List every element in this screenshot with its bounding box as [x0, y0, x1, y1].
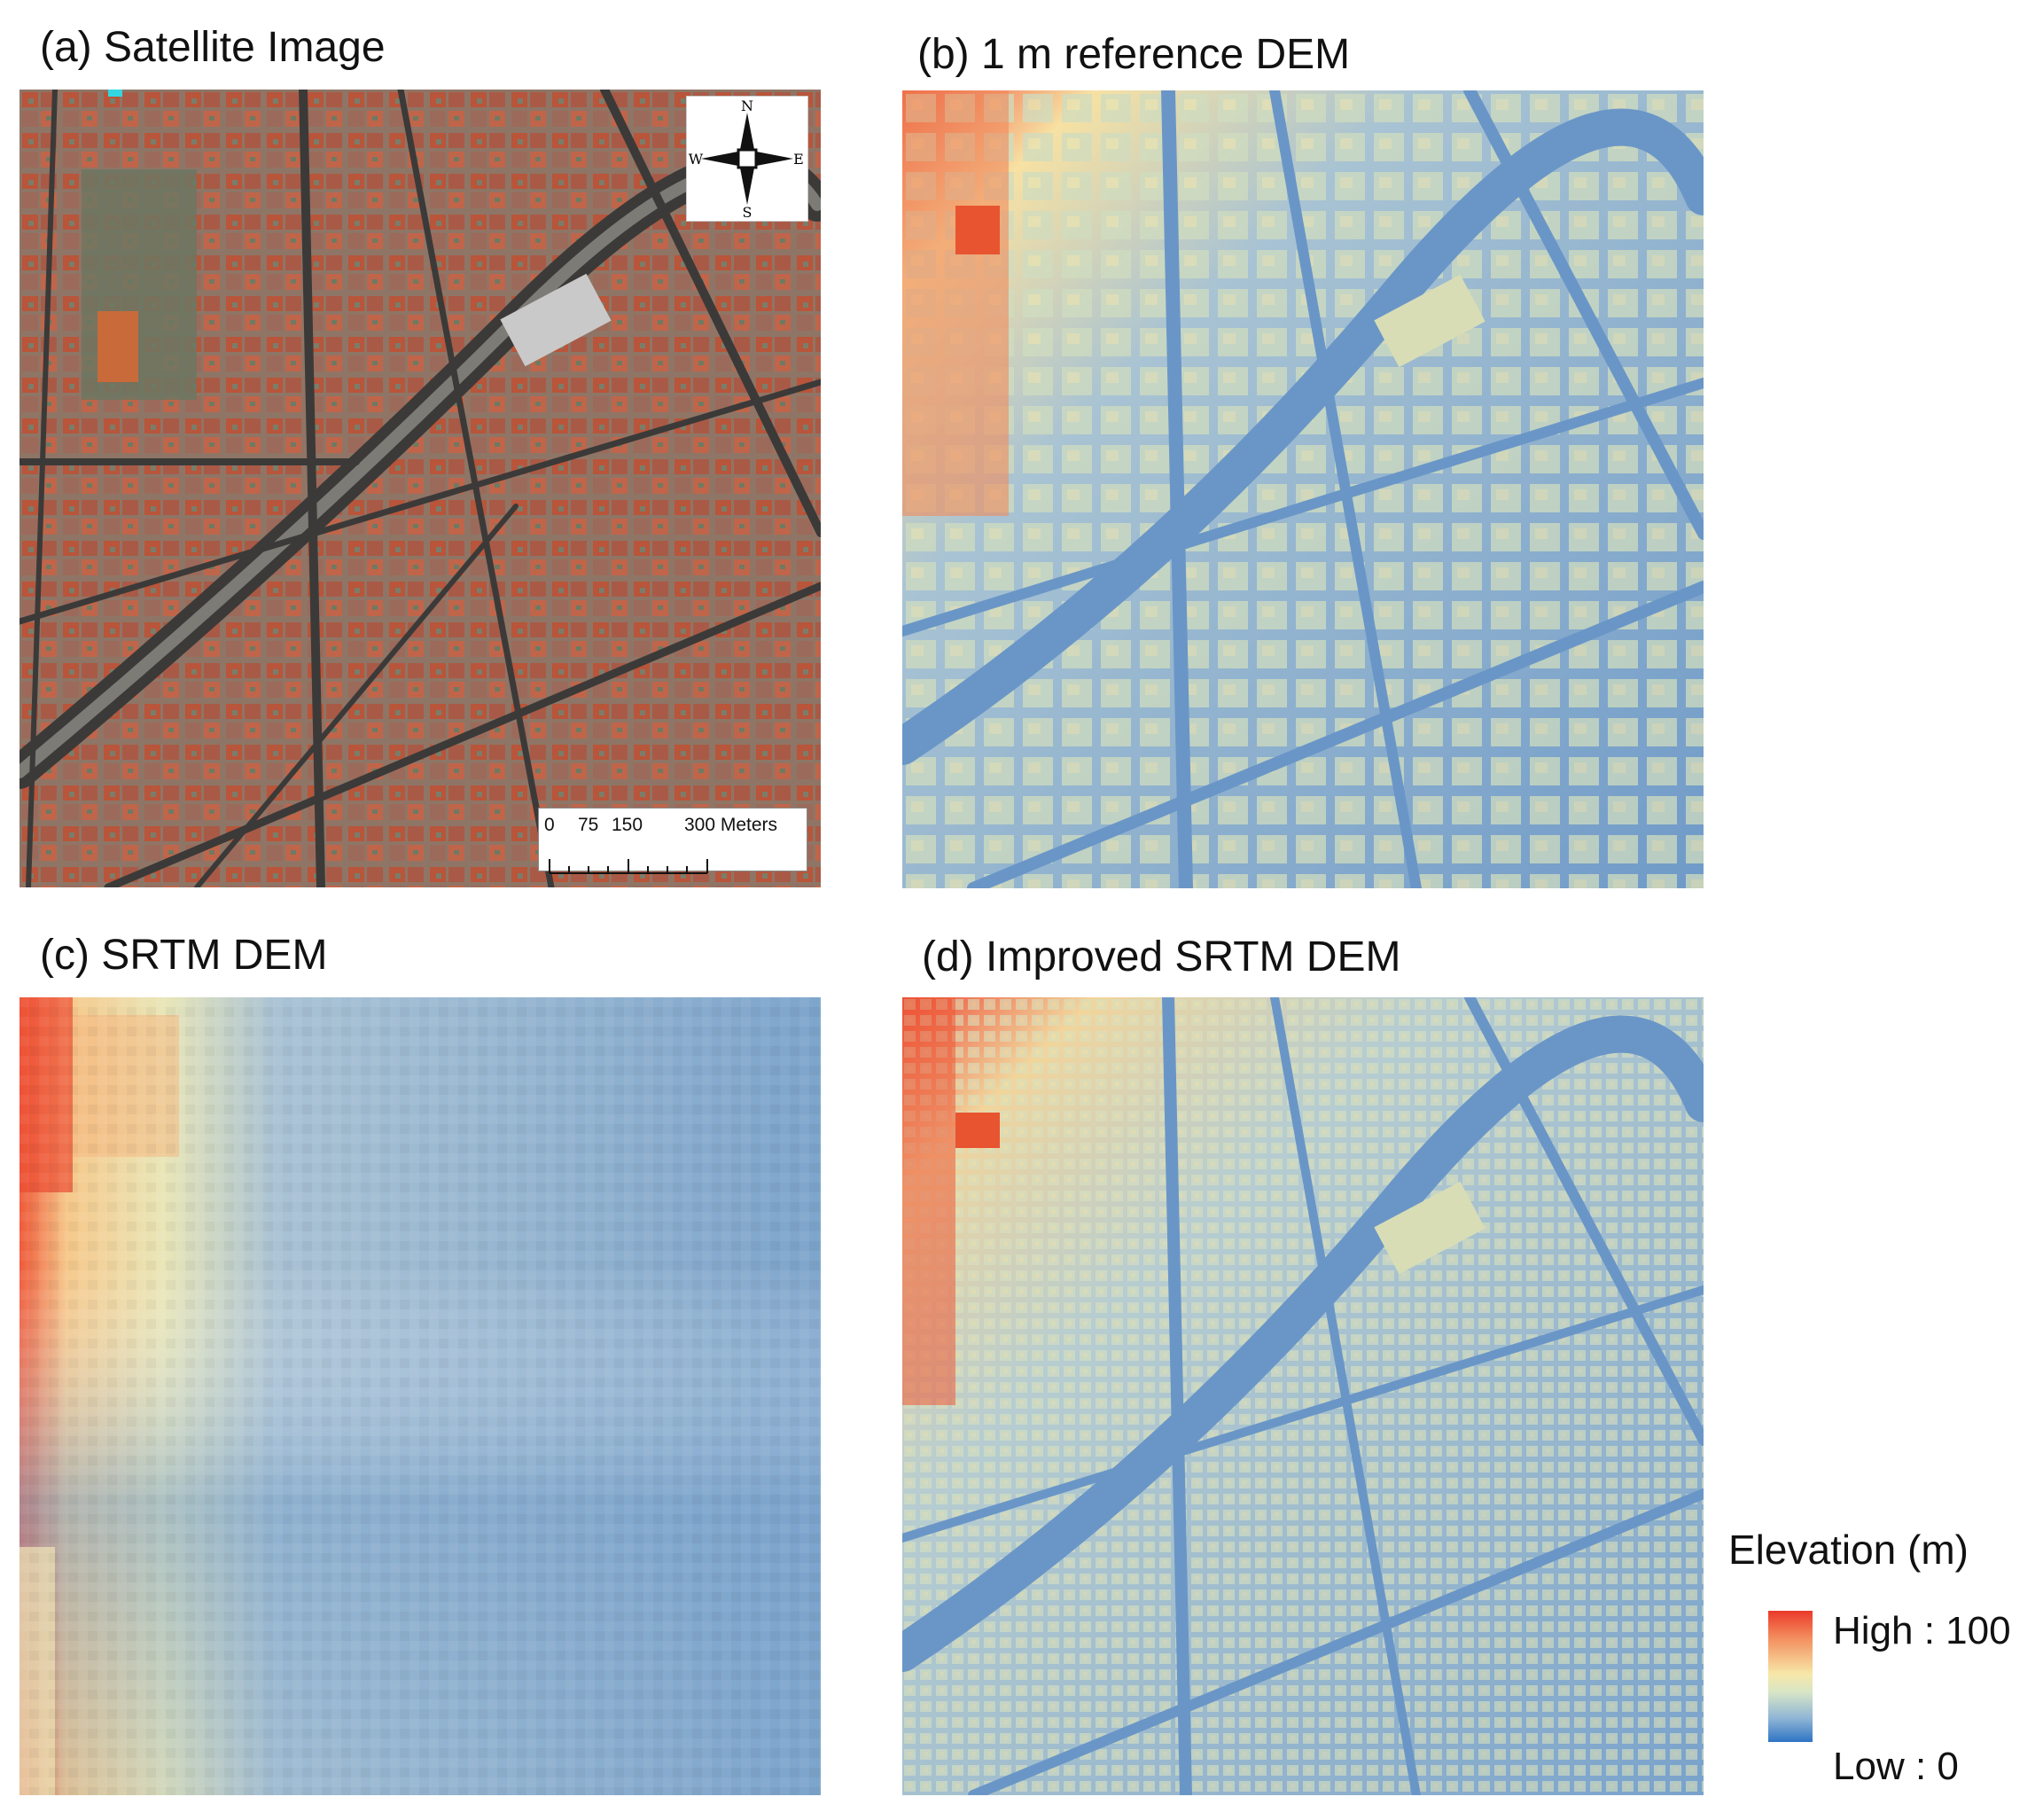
legend-title: Elevation (m) [1728, 1527, 1969, 1573]
compass-e: E [793, 151, 804, 168]
panel-c-title: (c) SRTM DEM [40, 932, 328, 979]
reference-dem-map [902, 90, 1704, 888]
legend-high-label: High : 100 [1833, 1609, 2011, 1652]
scale-bar: 0 75 150 300 Meters [538, 808, 807, 874]
scale-label-75: 75 [578, 815, 599, 835]
satellite-image [19, 90, 821, 887]
reference-dem-raster [902, 90, 1704, 888]
compass-s: S [743, 204, 752, 221]
srtm-dem-raster [19, 997, 821, 1795]
improved-srtm-dem-raster [902, 997, 1704, 1795]
panel-a-title: (a) Satellite Image [40, 24, 386, 71]
improved-srtm-dem-map [902, 997, 1704, 1795]
scale-label-0: 0 [544, 815, 555, 835]
compass-n: N [741, 98, 753, 114]
panel-d-title: (d) Improved SRTM DEM [922, 933, 1401, 980]
scale-label-150: 150 [612, 815, 643, 835]
legend-low-label: Low : 0 [1833, 1745, 1959, 1788]
north-arrow: N S W E [686, 96, 808, 222]
elevation-color-ramp [1768, 1611, 1813, 1742]
scale-ticks [549, 859, 708, 874]
compass-w: W [689, 151, 704, 168]
compass-rose-icon: N S W E [689, 98, 804, 221]
scale-label-300: 300 Meters [684, 815, 778, 835]
satellite-image-map: N S W E 0 75 150 300 Meters [19, 90, 821, 887]
panel-b-title: (b) 1 m reference DEM [917, 31, 1351, 78]
srtm-dem-map [19, 997, 821, 1795]
